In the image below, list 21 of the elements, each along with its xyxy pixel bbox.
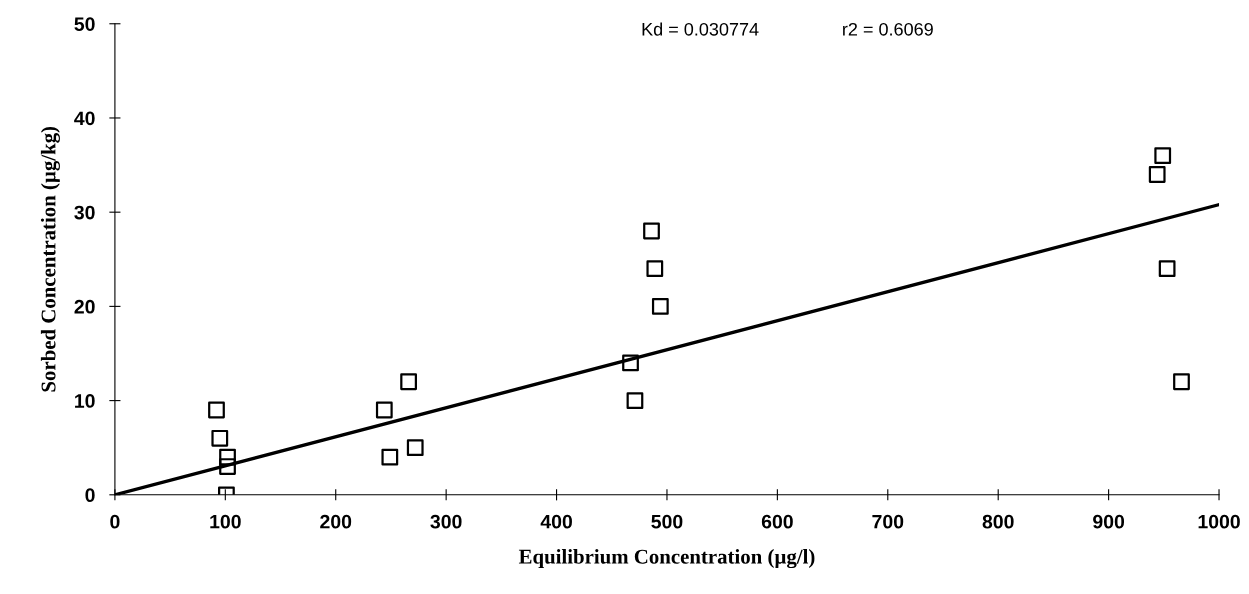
y-tick-label: 10 [75,394,95,408]
x-tick-label: 300 [430,514,462,529]
x-tick-label: 200 [320,514,352,529]
x-tick-label: 400 [540,514,572,529]
x-axis-title: Equilibrium Concentration (µg/l) [518,549,815,569]
annotation: Kd = 0.030774 [642,22,759,36]
y-tick-label: 50 [74,17,95,31]
x-tick-label: 800 [982,514,1014,529]
x-tick-label: 900 [1093,514,1125,529]
x-tick-label: 100 [210,514,241,529]
x-tick-label: 500 [651,514,683,529]
y-axis-title: Sorbed Concentration (µg/kg) [40,126,60,392]
y-tick-label: 20 [74,299,95,314]
x-tick-label: 1000 [1198,514,1240,529]
x-tick-label: 600 [761,514,793,529]
x-tick-label: 700 [872,514,904,529]
y-tick-label: 40 [74,111,95,126]
y-tick-label: 30 [74,205,95,220]
y-tick-label: 0 [85,488,95,503]
x-tick-label: 0 [110,514,120,529]
annotation: r2 = 0.6069 [843,22,933,36]
